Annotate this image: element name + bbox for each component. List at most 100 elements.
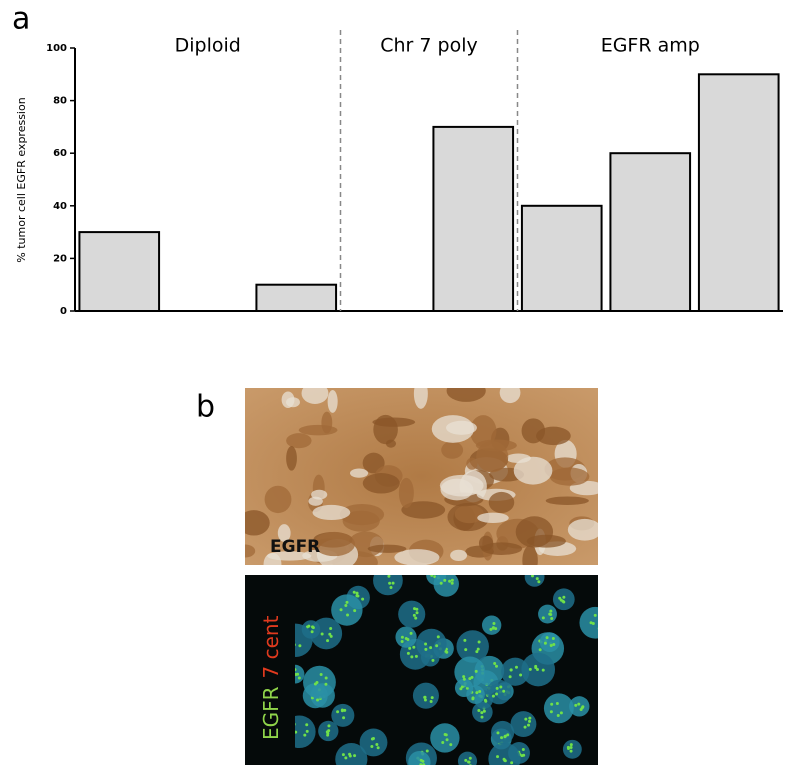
ihc-spot (398, 477, 414, 509)
signal (412, 645, 416, 649)
nucleus (562, 739, 582, 759)
signal (414, 616, 418, 620)
y-tick-label: 20 (53, 253, 67, 264)
signal (432, 571, 435, 574)
ihc-spot (264, 485, 292, 514)
signal (541, 616, 545, 620)
ihc-spot (301, 388, 329, 404)
signal (545, 636, 549, 640)
ihc-label: EGFR (270, 537, 320, 557)
signal (436, 635, 440, 639)
bar (432, 125, 515, 313)
ihc-spot (245, 510, 270, 536)
ihc-spot (277, 524, 291, 542)
ihc-spot (312, 504, 351, 521)
signal (482, 709, 486, 713)
signal (510, 761, 514, 765)
signal (535, 577, 539, 581)
ihc-spot (477, 512, 509, 524)
nucleus (295, 623, 313, 657)
signal (297, 676, 301, 680)
signal (406, 637, 410, 641)
signal (559, 711, 563, 715)
signal (465, 686, 469, 690)
nucleus (454, 656, 486, 688)
signal (508, 675, 512, 679)
ihc-spot (522, 545, 538, 565)
signal (523, 725, 527, 729)
signal (589, 621, 593, 625)
signal (295, 643, 296, 647)
signal (538, 648, 542, 652)
signal (562, 600, 566, 604)
signal (499, 685, 503, 689)
ihc-spot (440, 478, 474, 501)
ihc-spot (286, 433, 312, 449)
fish-label: EGFR 7 cent (259, 615, 283, 740)
signal (416, 765, 419, 768)
signal (528, 667, 532, 671)
signal (489, 627, 493, 631)
signal (370, 744, 374, 748)
signal (324, 682, 328, 686)
signal (295, 668, 297, 672)
signal (371, 736, 375, 740)
nucleus (295, 664, 305, 684)
nucleus (412, 682, 439, 709)
ihc-spot (367, 544, 407, 553)
ihc-spot (441, 441, 464, 459)
bar (520, 204, 603, 312)
signal (430, 696, 434, 700)
signal (569, 743, 573, 747)
signal (593, 613, 597, 617)
signal (527, 723, 531, 727)
bar (78, 231, 161, 313)
signal (478, 690, 482, 694)
signal (445, 738, 449, 742)
signal (448, 579, 452, 583)
signal (320, 632, 324, 636)
signal (336, 710, 340, 714)
signal (329, 626, 333, 630)
signal (329, 634, 333, 638)
signal (464, 648, 468, 652)
signal (391, 581, 395, 585)
ihc-spot (536, 426, 571, 446)
nucleus (430, 723, 460, 753)
signal (469, 764, 472, 765)
ihc-spot (245, 544, 256, 558)
ihc-spot (475, 439, 517, 452)
signal (423, 695, 427, 699)
ihc-spot (549, 467, 590, 486)
signal (527, 719, 531, 723)
signal (415, 607, 419, 611)
ihc-spot (327, 390, 338, 413)
nucleus (491, 720, 515, 745)
signal (303, 733, 307, 737)
signal (541, 668, 545, 672)
signal (470, 675, 474, 679)
signal (307, 624, 311, 628)
ihc-spot (394, 549, 440, 565)
nucleus (524, 575, 545, 587)
signal (295, 672, 298, 676)
signal (348, 752, 352, 756)
signal (579, 708, 583, 712)
signal (450, 578, 454, 582)
signal (344, 604, 348, 608)
signal (549, 643, 553, 647)
signal (319, 673, 323, 677)
nucleus (331, 594, 363, 626)
signal (496, 755, 500, 759)
signal (376, 746, 380, 750)
signal (462, 677, 466, 681)
signal (459, 687, 463, 691)
y-axis-label: % tumor cell EGFR expression (15, 97, 28, 262)
signal (581, 705, 585, 709)
signal (400, 635, 404, 639)
ihc-spot (466, 457, 478, 470)
signal (295, 675, 296, 677)
ihc-spot (267, 551, 312, 561)
y-tick-label: 100 (46, 43, 67, 54)
signal (495, 686, 499, 690)
